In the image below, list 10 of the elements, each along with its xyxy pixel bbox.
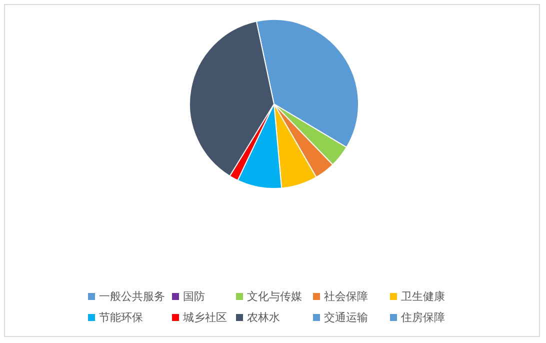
legend-label: 农林水 bbox=[247, 310, 280, 325]
legend-label: 社会保障 bbox=[324, 289, 368, 304]
legend-label: 文化与传媒 bbox=[247, 289, 302, 304]
legend-label: 交通运输 bbox=[324, 310, 368, 325]
legend-label: 卫生健康 bbox=[401, 289, 445, 304]
legend-label: 城乡社区 bbox=[183, 310, 227, 325]
legend-label: 一般公共服务 bbox=[99, 289, 165, 304]
legend-label: 节能环保 bbox=[99, 310, 143, 325]
legend-label: 国防 bbox=[183, 289, 205, 304]
legend-label: 住房保障 bbox=[401, 310, 445, 325]
